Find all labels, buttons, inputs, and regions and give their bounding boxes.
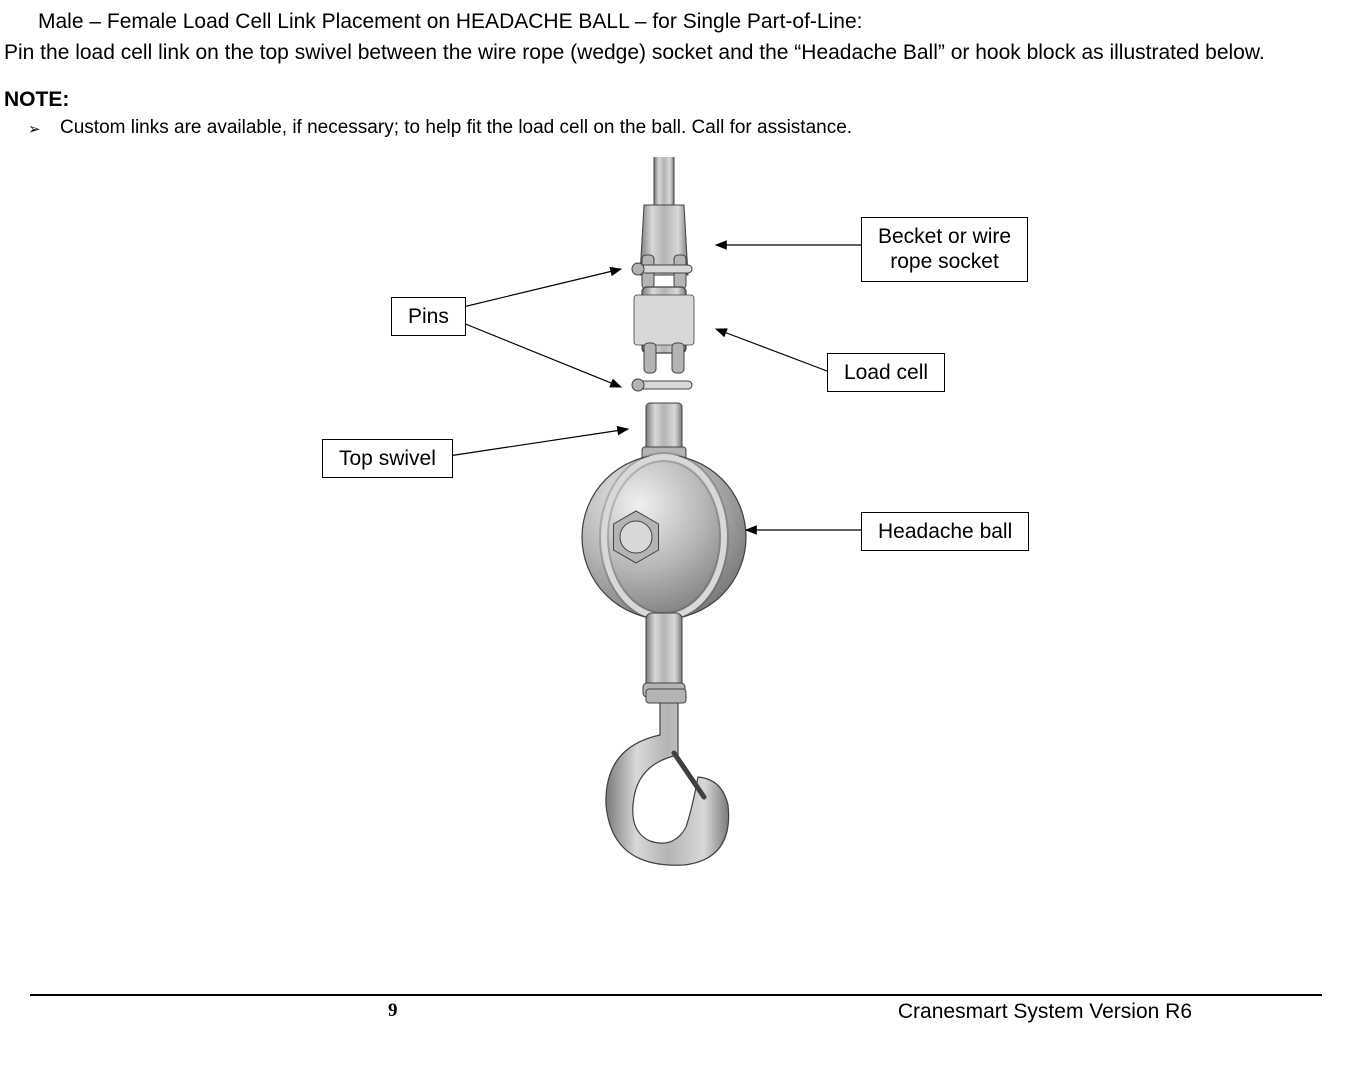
body-paragraph: Pin the load cell link on the top swivel… (0, 40, 1352, 88)
label-headache-ball: Headache ball (861, 512, 1029, 551)
note-bullet: ➢ Custom links are available, if necessa… (0, 116, 1352, 139)
note-heading: NOTE: (0, 88, 1352, 116)
label-becket: Becket or wirerope socket (861, 217, 1028, 281)
section-heading: Male – Female Load Cell Link Placement o… (0, 10, 1352, 40)
label-pins: Pins (391, 297, 466, 336)
footer-text: Cranesmart System Version R6 (898, 1000, 1192, 1024)
diagram: Becket or wirerope socket Pins Load cell… (176, 157, 1176, 937)
footer-page-number: 9 (388, 1000, 398, 1022)
bullet-text: Custom links are available, if necessary… (60, 116, 852, 139)
bullet-glyph-icon: ➢ (28, 116, 60, 138)
footer-rule (30, 994, 1322, 996)
label-load-cell: Load cell (827, 353, 945, 392)
label-top-swivel: Top swivel (322, 439, 453, 478)
